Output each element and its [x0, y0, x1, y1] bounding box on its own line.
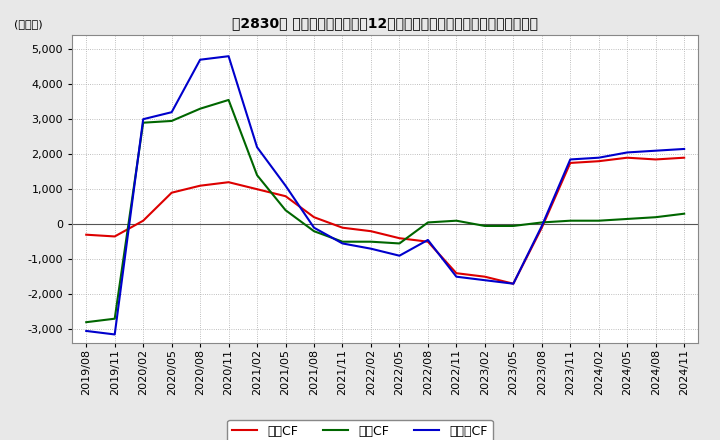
フリーCF: [310, 225, 318, 231]
フリーCF: [566, 157, 575, 162]
営業CF: [395, 235, 404, 241]
営業CF: [338, 225, 347, 231]
投資CF: [566, 218, 575, 224]
投資CF: [652, 215, 660, 220]
フリーCF: [253, 145, 261, 150]
投資CF: [225, 97, 233, 103]
投資CF: [395, 241, 404, 246]
投資CF: [366, 239, 375, 244]
投資CF: [282, 208, 290, 213]
投資CF: [82, 319, 91, 325]
営業CF: [167, 190, 176, 195]
営業CF: [452, 271, 461, 276]
営業CF: [139, 218, 148, 224]
Title: 【2830】 キャッシュフローの12か月移動合計の対前年同期増減額の推移: 【2830】 キャッシュフローの12か月移動合計の対前年同期増減額の推移: [232, 16, 539, 30]
投資CF: [480, 224, 489, 229]
投資CF: [537, 220, 546, 225]
投資CF: [167, 118, 176, 124]
営業CF: [652, 157, 660, 162]
営業CF: [282, 194, 290, 199]
投資CF: [338, 239, 347, 244]
Line: 営業CF: 営業CF: [86, 158, 684, 284]
営業CF: [680, 155, 688, 160]
営業CF: [537, 225, 546, 231]
営業CF: [509, 281, 518, 286]
営業CF: [423, 239, 432, 244]
投資CF: [509, 224, 518, 229]
フリーCF: [423, 237, 432, 242]
投資CF: [595, 218, 603, 224]
営業CF: [253, 187, 261, 192]
フリーCF: [139, 117, 148, 122]
フリーCF: [225, 54, 233, 59]
営業CF: [623, 155, 631, 160]
営業CF: [310, 215, 318, 220]
フリーCF: [452, 274, 461, 279]
営業CF: [366, 228, 375, 234]
営業CF: [196, 183, 204, 188]
Legend: 営業CF, 投資CF, フリーCF: 営業CF, 投資CF, フリーCF: [228, 420, 492, 440]
フリーCF: [196, 57, 204, 62]
投資CF: [196, 106, 204, 111]
フリーCF: [338, 241, 347, 246]
営業CF: [595, 158, 603, 164]
営業CF: [110, 234, 119, 239]
フリーCF: [167, 110, 176, 115]
フリーCF: [680, 147, 688, 152]
フリーCF: [110, 332, 119, 337]
フリーCF: [395, 253, 404, 258]
投資CF: [680, 211, 688, 216]
投資CF: [623, 216, 631, 222]
フリーCF: [623, 150, 631, 155]
営業CF: [480, 274, 489, 279]
フリーCF: [652, 148, 660, 154]
投資CF: [423, 220, 432, 225]
フリーCF: [537, 224, 546, 229]
フリーCF: [595, 155, 603, 160]
フリーCF: [282, 183, 290, 188]
フリーCF: [480, 278, 489, 283]
フリーCF: [82, 328, 91, 334]
投資CF: [452, 218, 461, 224]
Line: 投資CF: 投資CF: [86, 100, 684, 322]
営業CF: [82, 232, 91, 237]
営業CF: [225, 180, 233, 185]
Y-axis label: (百万円): (百万円): [14, 19, 42, 29]
投資CF: [310, 228, 318, 234]
投資CF: [253, 172, 261, 178]
フリーCF: [366, 246, 375, 251]
投資CF: [110, 316, 119, 321]
営業CF: [566, 160, 575, 165]
投資CF: [139, 120, 148, 125]
フリーCF: [509, 281, 518, 286]
Line: フリーCF: フリーCF: [86, 56, 684, 334]
